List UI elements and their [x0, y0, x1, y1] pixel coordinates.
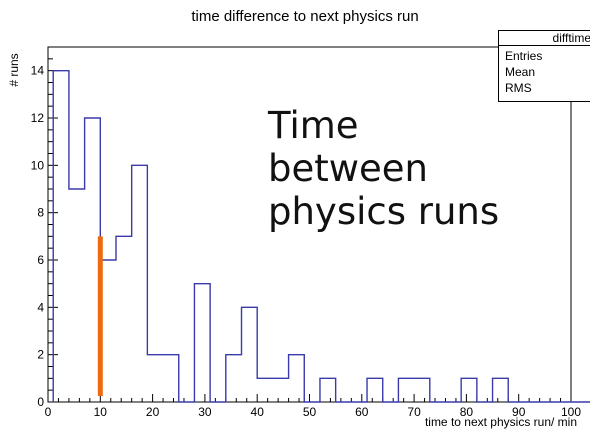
chart-title: time difference to next physics run [191, 8, 418, 25]
overlay-line-3: physics runs [268, 190, 500, 233]
histogram-bin [116, 236, 132, 402]
x-tick-label: 40 [251, 405, 265, 419]
x-tick-label: 0 [45, 405, 52, 419]
histogram-bin [53, 71, 69, 402]
overlay-line-1: Time [268, 104, 359, 147]
x-tick-label: 30 [198, 405, 212, 419]
histogram-series [52, 69, 590, 403]
histogram-bin [257, 378, 273, 402]
stats-box: difftime Entries Mean RMS [498, 30, 590, 102]
histogram-bin [226, 355, 242, 402]
y-tick-label: 4 [37, 300, 44, 314]
stats-mean-label: Mean [505, 65, 536, 79]
y-tick-label: 6 [37, 253, 44, 267]
x-tick-label: 70 [407, 405, 421, 419]
histogram-bin [320, 378, 336, 402]
overlay-line-2: between [268, 147, 428, 190]
histogram-bin [132, 165, 148, 402]
x-axis-label: time to next physics run/ min [425, 415, 577, 429]
x-tick-label: 20 [146, 405, 160, 419]
y-tick-label: 12 [31, 111, 45, 125]
overlay-annotation: Time between physics runs [268, 104, 499, 233]
y-axis-label: # runs [7, 53, 21, 86]
x-tick-label: 80 [460, 405, 474, 419]
x-tick-label: 90 [512, 405, 526, 419]
histogram-bin [242, 307, 258, 402]
stats-entries-label: Entries [505, 49, 543, 63]
x-tick-label: 10 [94, 405, 108, 419]
y-tick-label: 2 [37, 348, 44, 362]
histogram-bin [147, 355, 163, 402]
stats-rms-label: RMS [505, 81, 532, 95]
histogram-bin [398, 378, 414, 402]
stats-title: difftime [499, 31, 590, 46]
histogram-bin [414, 378, 430, 402]
histogram-bin [289, 355, 305, 402]
histogram-bin [163, 355, 179, 402]
x-tick-label: 100 [561, 405, 581, 419]
y-tick-label: 8 [37, 206, 44, 220]
histogram-bin [69, 189, 85, 402]
histogram-bin [461, 378, 477, 402]
y-tick-label: 0 [37, 395, 44, 409]
y-tick-label: 14 [31, 64, 45, 78]
x-tick-label: 60 [355, 405, 369, 419]
histogram-bin [194, 284, 210, 402]
x-tick-label: 50 [303, 405, 317, 419]
histogram-bin [493, 378, 509, 402]
histogram-bin [273, 378, 289, 402]
histogram-bin [367, 378, 383, 402]
y-tick-label: 10 [31, 158, 45, 172]
